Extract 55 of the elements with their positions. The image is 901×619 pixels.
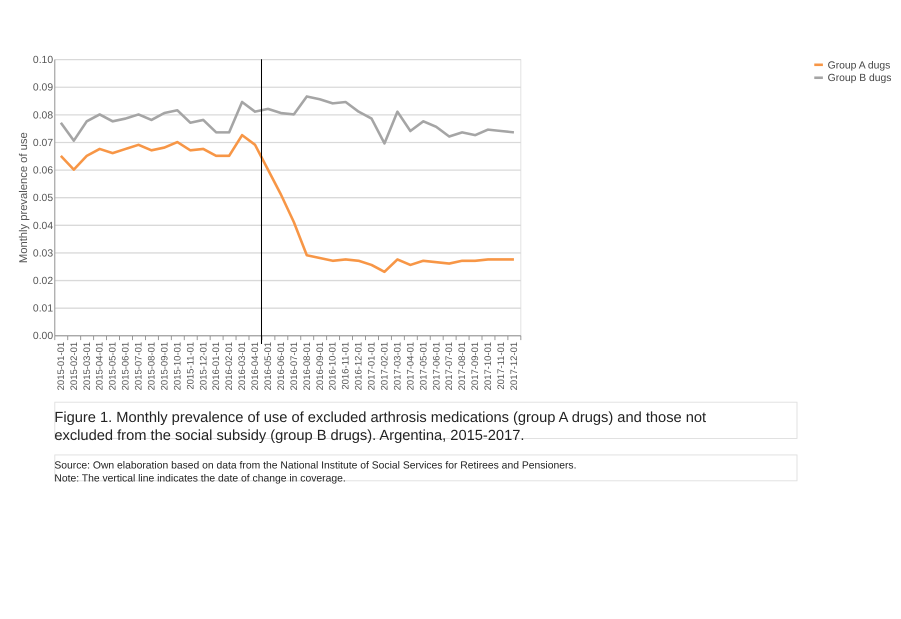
source-note: Source: Own elaboration based on data from the National Institute of Social Services for Retirees and Pensioners.: [54, 460, 576, 472]
y-tick-label: 0.01: [32, 304, 54, 315]
x-tick-label: 2017-11-01: [496, 342, 508, 390]
x-tick-label: 2017-12-01: [508, 342, 520, 390]
line-series: [60, 95, 516, 145]
x-tick-label: 2015-07-01: [134, 342, 145, 390]
y-tick-label: 0.05: [32, 193, 54, 204]
x-tick-label: 2016-09-01: [314, 342, 326, 390]
x-tick-label: 2016-12-01: [354, 342, 365, 390]
x-tick-label: 2017-06-01: [431, 342, 442, 390]
x-tick-label: 2015-05-01: [108, 342, 119, 390]
y-tick-label: 0.02: [32, 276, 54, 288]
y-tick-label: 0.03: [32, 248, 54, 260]
x-tick-label: 2016-04-01: [250, 342, 262, 390]
line-series: [60, 134, 516, 274]
y-tick-label: 0.07: [32, 138, 54, 149]
x-tick-label: 2015-08-01: [146, 342, 158, 390]
y-tick-label: 0.04: [32, 220, 54, 232]
x-tick-label: 2015-03-01: [82, 342, 93, 390]
x-tick-label: 2015-12-01: [198, 342, 210, 390]
x-tick-label: 2017-09-01: [470, 342, 482, 390]
x-tick-label: 2017-07-01: [444, 342, 456, 390]
x-tick-label: 2015-11-01: [185, 342, 196, 390]
x-tick-label: 2016-11-01: [340, 342, 352, 390]
y-tick-label: 0.00: [32, 331, 54, 342]
x-tick-label: 2015-04-01: [94, 342, 106, 390]
x-tick-label: 2017-08-01: [457, 342, 468, 390]
x-tick-label: 2016-05-01: [262, 342, 274, 390]
y-tick-label: 0.09: [32, 82, 54, 94]
y-axis-title: Monthly prevalence of use: [18, 132, 30, 264]
x-tick-label: 2015-01-01: [56, 342, 67, 390]
text: Note: The vertical line indicates the date of change in coverage.: [54, 474, 346, 485]
x-tick-label: 2016-02-01: [224, 342, 236, 390]
legend-label: Group B dugs: [828, 73, 892, 84]
x-tick-label: 2017-02-01: [380, 342, 390, 390]
x-tick-label: 2017-03-01: [392, 342, 404, 390]
x-tick-label: 2016-01-01: [211, 342, 222, 390]
x-tick-label: 2015-02-01: [68, 342, 80, 390]
x-tick-label: 2017-05-01: [418, 342, 430, 390]
x-tick-label: 2015-10-01: [172, 342, 184, 390]
y-tick-label: 0.08: [32, 110, 54, 122]
x-tick-label: 2017-10-01: [483, 342, 494, 390]
x-tick-label: 2016-07-01: [288, 342, 300, 390]
y-tick-label: 0.06: [32, 166, 54, 177]
x-tick-label: 2016-03-01: [237, 342, 248, 390]
y-tick-label: 0.10: [32, 55, 54, 66]
x-tick-label: 2016-08-01: [302, 342, 313, 390]
x-tick-label: 2017-01-01: [366, 342, 378, 390]
x-tick-label: 2016-10-01: [328, 342, 339, 390]
text: Figure 1. Monthly prevalence of use of excluded arthrosis medications (group A drugs) and those not excluded from the social subsidy (group B drugs). Argentina, 2015-2017.: [54, 410, 706, 444]
x-tick-label: 2015-06-01: [120, 342, 132, 390]
x-tick-label: 2015-09-01: [159, 342, 170, 390]
legend-label: Group A dugs: [828, 60, 890, 72]
x-tick-label: 2017-04-01: [405, 342, 416, 390]
x-tick-label: 2016-06-01: [276, 342, 287, 390]
